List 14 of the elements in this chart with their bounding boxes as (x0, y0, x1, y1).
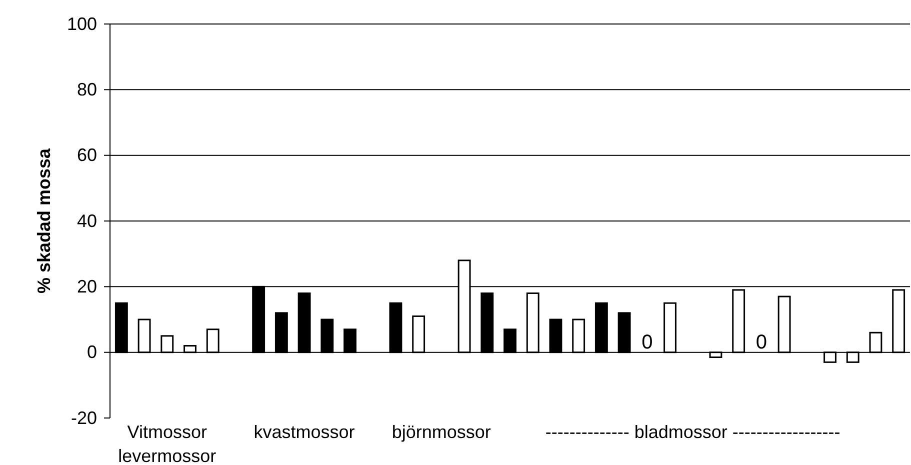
y-tick-label: 60 (76, 145, 97, 166)
y-tick-label: 40 (76, 210, 97, 231)
x-tick-label: björnmossor (392, 422, 491, 442)
y-tick-label: 80 (76, 79, 97, 100)
data-label: 0 (756, 331, 767, 354)
y-tick-label: 20 (76, 276, 97, 296)
data-label: 0 (642, 331, 653, 354)
x-tick-label: -------------- bladmossor ------------------ (545, 422, 840, 442)
y-tick-label: -20 (70, 408, 97, 428)
y-tick-label: 0 (86, 342, 97, 362)
x-tick-label: Vitmossor levermossor (118, 422, 216, 465)
y-axis-title: % skadad mossa (34, 147, 54, 294)
x-tick-label: kvastmossor (254, 422, 355, 442)
y-tick-label: 100 (66, 14, 97, 34)
